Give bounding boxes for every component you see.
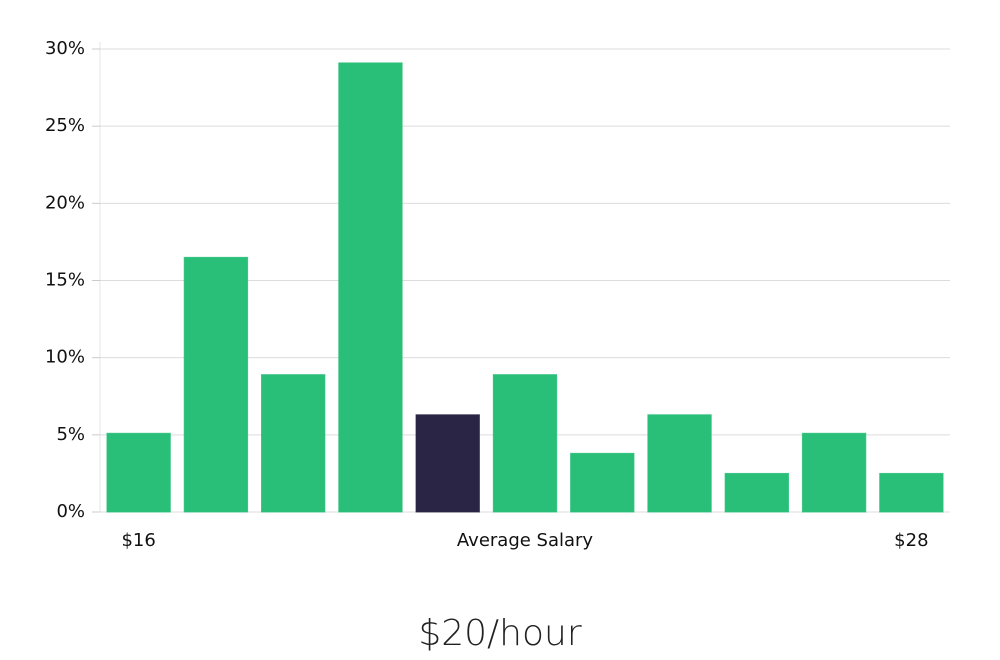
bar <box>338 62 403 513</box>
x-axis-label: Average Salary <box>457 530 594 551</box>
y-tick-label: 10% <box>45 347 85 368</box>
y-tick-label: 0% <box>56 501 85 522</box>
bar <box>879 472 944 513</box>
y-tick-label: 15% <box>45 270 85 291</box>
bar <box>261 374 326 513</box>
average-salary-value: $20/hour <box>418 613 582 654</box>
bar <box>801 432 867 513</box>
y-tick-label: 30% <box>45 38 85 59</box>
bar <box>570 452 635 513</box>
bar <box>647 414 712 513</box>
bar <box>415 414 480 513</box>
bar <box>106 432 171 513</box>
y-tick-label: 5% <box>56 424 85 445</box>
bar <box>492 374 558 513</box>
x-tick-label: $16 <box>121 530 155 551</box>
x-tick-label: $28 <box>894 530 928 551</box>
bar <box>183 256 249 513</box>
y-tick-label: 20% <box>45 192 85 213</box>
y-tick-label: 25% <box>45 115 85 136</box>
bar <box>724 472 789 513</box>
